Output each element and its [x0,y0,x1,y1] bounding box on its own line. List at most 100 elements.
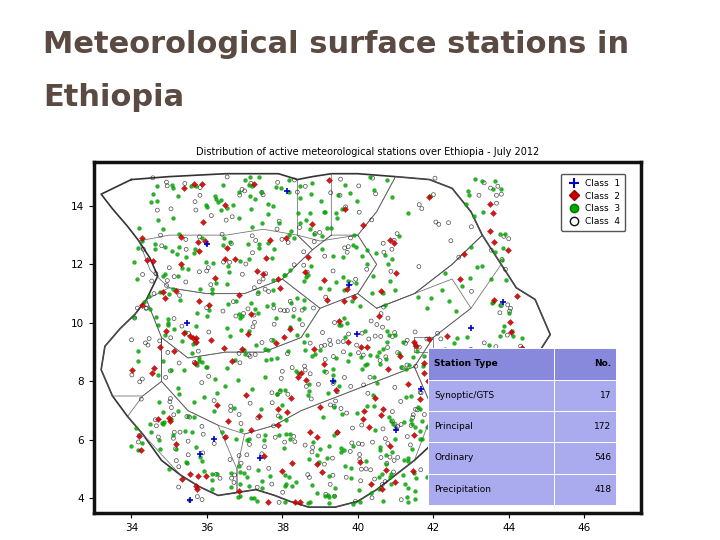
Point [441,403,453,412]
Point [183,329,194,338]
Point [182,437,194,445]
Point [382,314,394,322]
Point [190,481,202,490]
Point [241,436,253,444]
Point [463,187,474,195]
Point [174,389,185,398]
Point [343,276,354,285]
Point [268,299,279,308]
Point [405,416,417,424]
Point [410,342,422,350]
Point [494,332,505,340]
Point [453,490,464,499]
Point [494,230,505,238]
Point [136,300,148,309]
Point [258,436,270,445]
Point [252,466,264,475]
Point [476,177,487,185]
Point [469,453,480,461]
Point [444,440,456,448]
Point [367,174,379,183]
Point [478,208,490,217]
Point [356,343,367,352]
Point [445,449,456,457]
Text: 17: 17 [600,391,611,400]
Point [307,220,318,228]
Point [407,420,418,429]
Point [197,449,209,457]
Point [176,322,188,330]
Point [225,238,236,247]
Point [428,190,439,199]
Point [172,407,184,415]
Point [246,426,257,434]
Point [353,181,364,190]
Point [192,347,204,355]
Point [329,318,341,327]
Point [343,329,354,338]
Point [454,362,465,370]
Point [354,486,365,495]
Point [343,242,354,251]
Point [310,229,321,238]
Point [289,497,301,506]
Point [230,254,241,263]
Point [240,390,252,399]
Point [211,470,222,478]
Point [453,253,464,261]
Point [306,178,318,187]
Point [328,491,340,500]
Point [166,181,178,190]
Point [237,270,248,279]
Point [325,340,336,349]
Point [428,499,440,508]
Point [366,489,377,497]
Point [274,413,285,421]
Text: No.: No. [594,360,611,368]
Point [464,491,476,500]
Point [331,427,343,436]
Point [206,476,217,484]
Point [211,279,222,288]
Point [428,476,440,484]
Point [216,205,228,214]
Point [305,498,316,507]
Point [365,316,377,325]
Point [229,471,240,480]
Point [443,389,454,397]
Point [381,459,392,468]
Point [335,321,346,330]
Point [289,260,300,269]
Point [410,495,421,503]
Point [319,460,330,469]
Point [159,243,171,252]
Point [155,231,166,240]
Point [305,395,317,403]
Point [189,358,200,367]
Point [291,331,302,340]
Point [150,245,161,253]
Point [428,413,439,422]
Point [482,358,493,367]
Point [478,179,490,187]
Point [189,359,200,368]
Point [377,424,389,433]
Point [393,232,405,241]
Point [474,445,485,454]
Point [154,342,166,351]
Point [303,387,315,395]
Point [424,428,436,437]
Point [479,339,490,347]
Point [422,472,433,481]
Point [489,238,500,246]
Point [166,246,178,255]
Point [418,369,430,377]
Point [305,369,316,378]
Point [260,269,271,278]
Point [173,462,184,471]
Point [278,443,289,452]
Point [233,310,245,319]
Point [487,401,499,409]
Point [480,363,491,372]
Point [201,267,212,275]
